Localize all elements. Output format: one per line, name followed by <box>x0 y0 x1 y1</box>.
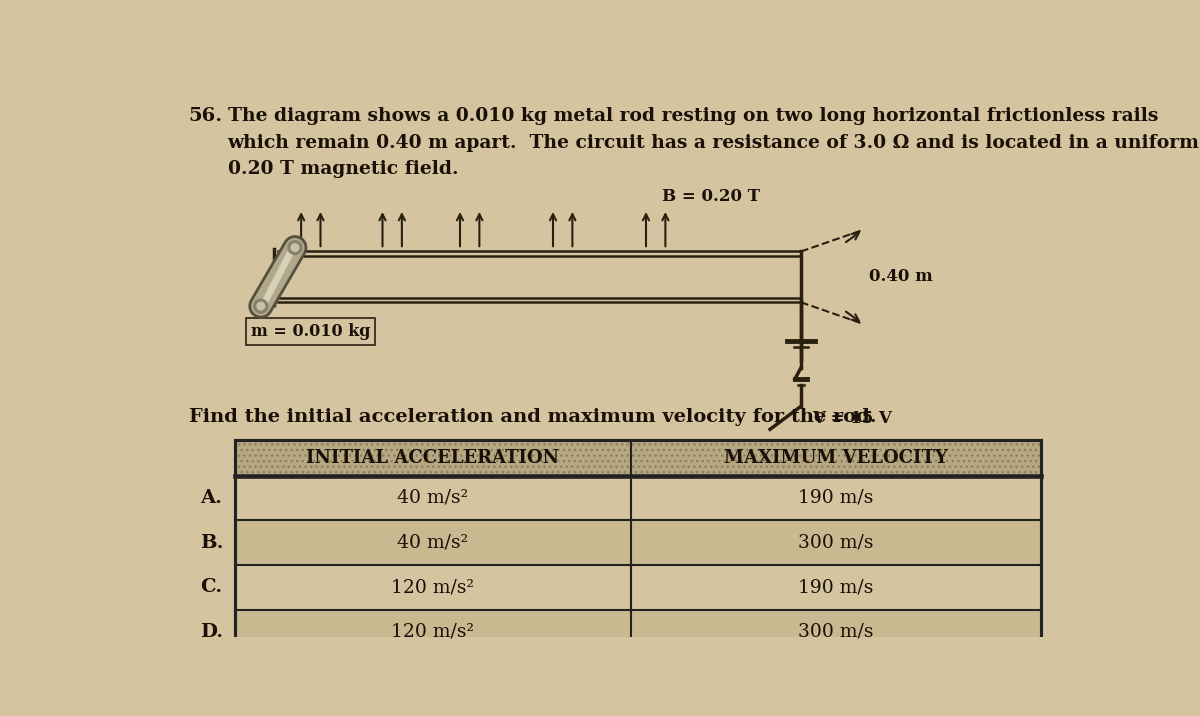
Text: 190 m/s: 190 m/s <box>798 579 874 596</box>
Text: 40 m/s²: 40 m/s² <box>397 489 468 507</box>
Circle shape <box>288 241 302 255</box>
Text: 300 m/s: 300 m/s <box>798 623 874 641</box>
Text: 190 m/s: 190 m/s <box>798 489 874 507</box>
Bar <box>630 521 1042 565</box>
Bar <box>630 475 1042 521</box>
Bar <box>235 475 630 521</box>
Circle shape <box>257 302 265 310</box>
Text: 56.: 56. <box>188 107 223 125</box>
Circle shape <box>292 244 299 251</box>
Bar <box>235 440 630 475</box>
Text: 0.40 m: 0.40 m <box>869 268 932 286</box>
Bar <box>235 440 1042 654</box>
Text: which remain 0.40 m apart.  The circuit has a resistance of 3.0 Ω and is located: which remain 0.40 m apart. The circuit h… <box>228 134 1199 152</box>
Text: 120 m/s²: 120 m/s² <box>391 623 474 641</box>
Text: INITIAL ACCELERATION: INITIAL ACCELERATION <box>306 449 559 467</box>
Text: A.: A. <box>200 489 222 507</box>
Bar <box>630 440 1042 475</box>
Text: B.: B. <box>200 533 224 551</box>
Bar <box>630 609 1042 654</box>
Text: 300 m/s: 300 m/s <box>798 533 874 551</box>
Bar <box>235 565 630 609</box>
Text: 120 m/s²: 120 m/s² <box>391 579 474 596</box>
Bar <box>235 440 630 475</box>
Text: The diagram shows a 0.010 kg metal rod resting on two long horizontal frictionle: The diagram shows a 0.010 kg metal rod r… <box>228 107 1158 125</box>
Text: 0.20 T magnetic field.: 0.20 T magnetic field. <box>228 160 458 178</box>
Text: 40 m/s²: 40 m/s² <box>397 533 468 551</box>
Text: m = 0.010 kg: m = 0.010 kg <box>251 323 371 340</box>
Text: Find the initial acceleration and maximum velocity for the rod.: Find the initial acceleration and maximu… <box>188 408 876 426</box>
Text: V = 15 V: V = 15 V <box>812 410 893 427</box>
Bar <box>630 440 1042 475</box>
Text: C.: C. <box>200 579 222 596</box>
Text: MAXIMUM VELOCITY: MAXIMUM VELOCITY <box>724 449 948 467</box>
Bar <box>630 565 1042 609</box>
Text: B = 0.20 T: B = 0.20 T <box>661 188 760 205</box>
Circle shape <box>254 299 268 313</box>
Bar <box>235 521 630 565</box>
Bar <box>235 609 630 654</box>
Text: D.: D. <box>200 623 223 641</box>
